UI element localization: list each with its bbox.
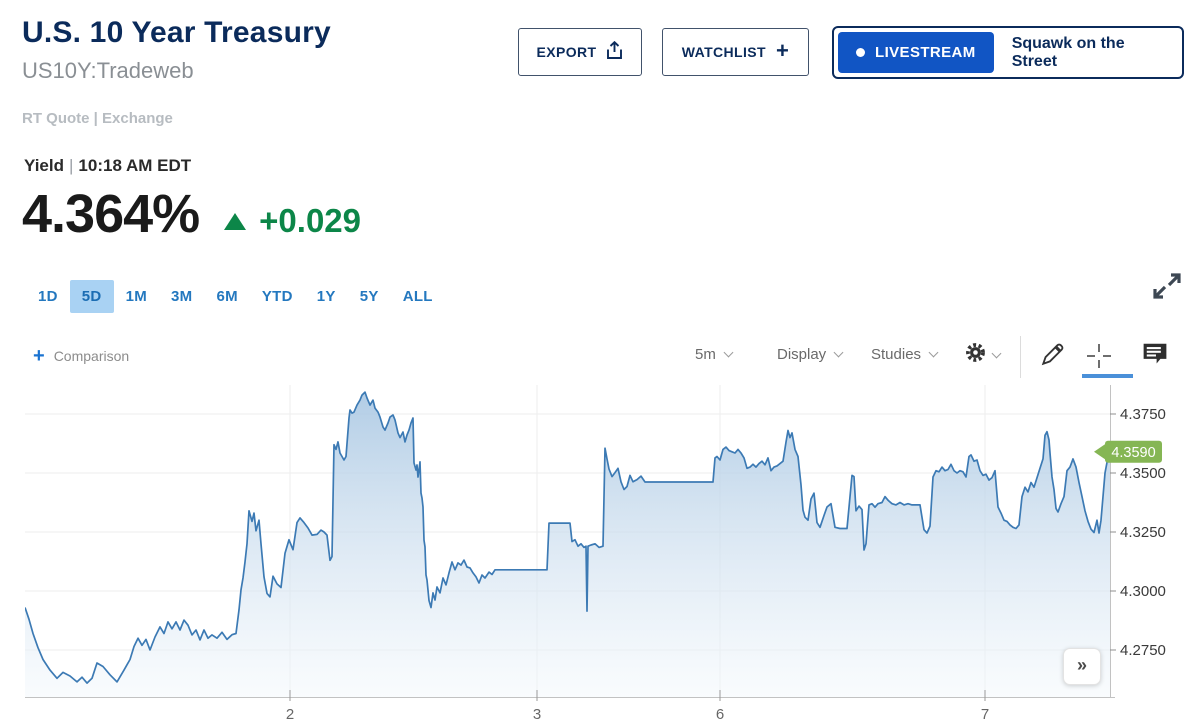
- y-axis-label: 4.3500: [1120, 465, 1166, 482]
- last-value-badge: [1105, 440, 1162, 463]
- export-upload-icon: [606, 40, 623, 63]
- livestream-button-label: LIVESTREAM: [875, 44, 976, 61]
- crosshair-icon: [1084, 344, 1114, 375]
- toolbar-divider: [1020, 336, 1021, 378]
- quote-value-row: 4.364% +0.029: [22, 186, 361, 243]
- export-button[interactable]: EXPORT: [518, 28, 642, 76]
- tab-1m[interactable]: 1M: [125, 288, 147, 305]
- gear-icon: [964, 341, 987, 369]
- watchlist-button[interactable]: WATCHLIST +: [662, 28, 809, 76]
- y-axis-label: 4.3250: [1120, 524, 1166, 541]
- active-tool-indicator: [1082, 374, 1133, 378]
- chart-toolbar: + Comparison 5m Display Studies: [0, 336, 1200, 380]
- tab-5y[interactable]: 5Y: [359, 288, 379, 305]
- y-axis-label: 4.2750: [1120, 642, 1166, 659]
- last-value-label: 4.3590: [1111, 445, 1155, 461]
- x-axis-label: 6: [716, 706, 724, 723]
- tab-ytd[interactable]: YTD: [261, 288, 293, 305]
- interval-label: 5m: [695, 346, 716, 363]
- last-value-badge-arrow: [1094, 444, 1105, 460]
- quote-timestamp: 10:18 AM EDT: [78, 156, 192, 175]
- comment-tool-button[interactable]: [1142, 342, 1168, 371]
- range-tabs: 1D 5D 1M 3M 6M YTD 1Y 5Y ALL: [26, 280, 445, 313]
- display-dropdown[interactable]: Display: [777, 346, 844, 363]
- chevron-down-icon: [991, 348, 1002, 358]
- quote-change: +0.029: [259, 202, 362, 240]
- live-dot-icon: [856, 48, 865, 57]
- studies-dropdown[interactable]: Studies: [871, 346, 939, 363]
- chevron-down-icon: [833, 347, 844, 358]
- comparison-label: Comparison: [53, 348, 130, 364]
- price-chart[interactable]: 4.3750 4.3500 4.3250 4.3000 4.2750 2 3 6 7 4.3590: [25, 385, 1175, 728]
- x-axis-label: 3: [533, 706, 541, 723]
- export-button-label: EXPORT: [536, 44, 597, 60]
- tab-6m[interactable]: 6M: [216, 288, 238, 305]
- quote-field-label: Yield: [24, 156, 64, 175]
- tab-1y[interactable]: 1Y: [316, 288, 336, 305]
- plus-icon: +: [33, 345, 45, 367]
- crosshair-tool-button[interactable]: [1084, 341, 1114, 376]
- quote-field-and-time: Yield | 10:18 AM EDT: [24, 156, 191, 176]
- instrument-symbol: US10Y:Tradeweb: [22, 58, 194, 83]
- watchlist-button-label: WATCHLIST: [681, 44, 766, 60]
- up-arrow-icon: [224, 212, 247, 230]
- livestream-show-title[interactable]: Squawk on the Street: [1011, 34, 1125, 70]
- draw-tool-button[interactable]: [1038, 341, 1066, 374]
- studies-label: Studies: [871, 346, 922, 363]
- x-axis-label: 7: [981, 706, 989, 723]
- y-axis-label: 4.3750: [1120, 406, 1166, 423]
- quote-value: 4.364%: [22, 184, 200, 244]
- tab-5d[interactable]: 5D: [69, 280, 114, 313]
- tab-1d[interactable]: 1D: [38, 288, 58, 305]
- area-fill: [25, 392, 1110, 697]
- scroll-right-icon: »: [1076, 654, 1087, 675]
- y-axis-label: 4.3000: [1120, 583, 1166, 600]
- scroll-right-button[interactable]: »: [1063, 648, 1101, 685]
- x-axis-label: 2: [286, 706, 294, 723]
- page-title: U.S. 10 Year Treasury: [22, 16, 331, 49]
- settings-dropdown[interactable]: [964, 341, 1002, 369]
- tab-3m[interactable]: 3M: [171, 288, 193, 305]
- chevron-down-icon: [928, 347, 939, 358]
- separator: |: [69, 156, 74, 175]
- price-line: [25, 391, 1111, 684]
- livestream-button[interactable]: LIVESTREAM: [838, 32, 994, 73]
- plus-icon: +: [775, 38, 790, 63]
- interval-dropdown[interactable]: 5m: [695, 346, 734, 363]
- chevron-down-icon: [723, 347, 734, 358]
- comment-icon: [1142, 343, 1168, 370]
- tab-all[interactable]: ALL: [402, 288, 433, 305]
- quote-source-label: RT Quote | Exchange: [22, 110, 173, 127]
- display-label: Display: [777, 346, 827, 363]
- livestream-container: LIVESTREAM Squawk on the Street: [832, 26, 1184, 79]
- pencil-icon: [1038, 343, 1066, 373]
- add-comparison-button[interactable]: + Comparison: [33, 346, 129, 366]
- fullscreen-expand-icon[interactable]: [1149, 268, 1185, 304]
